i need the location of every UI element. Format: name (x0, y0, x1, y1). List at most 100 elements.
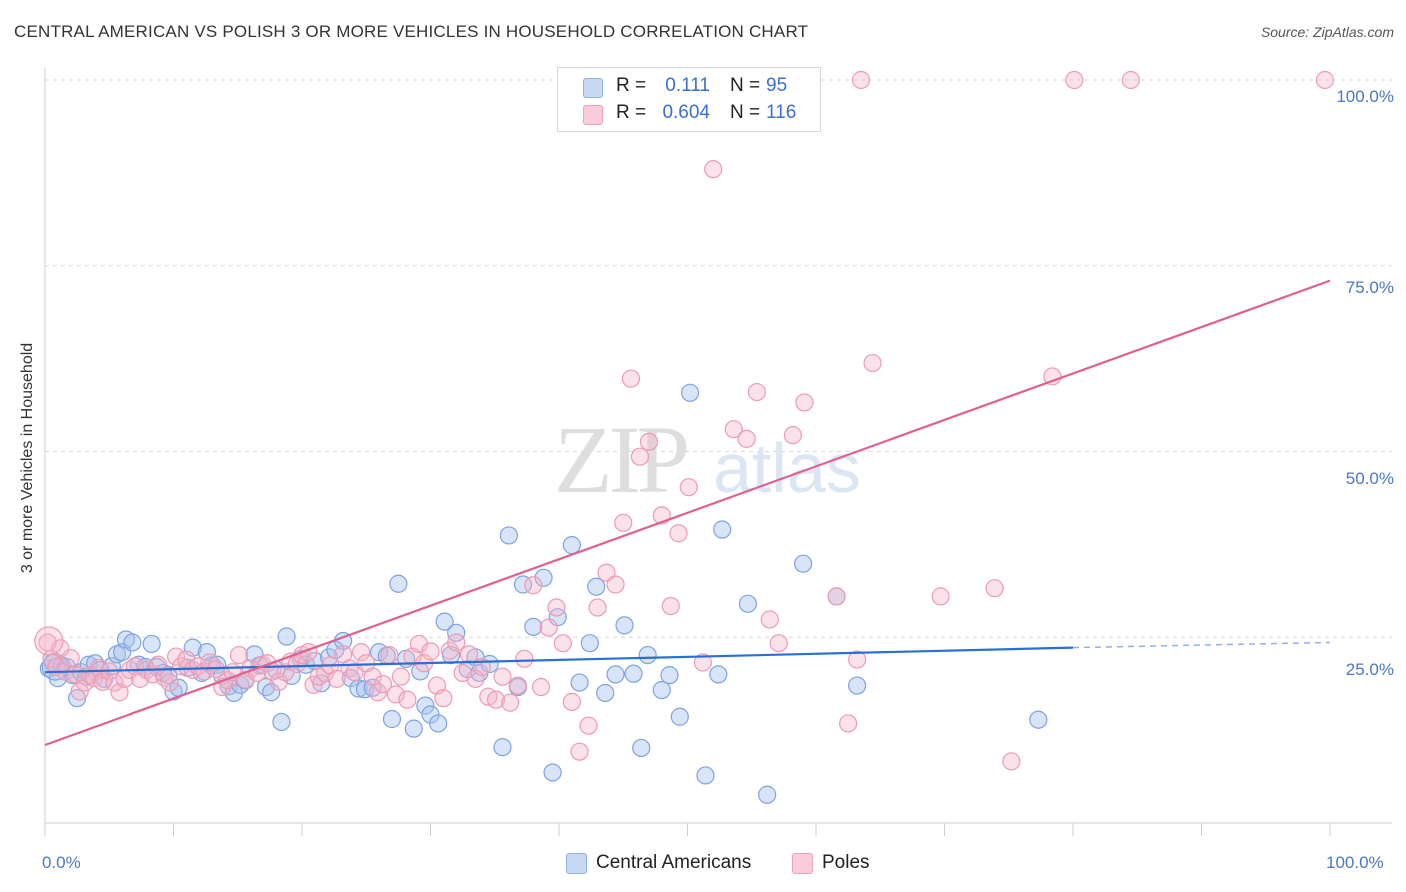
r-label: R = (616, 102, 647, 123)
poles-point (606, 575, 625, 594)
poles-point (166, 647, 186, 666)
watermark: ZIP atlas (554, 406, 861, 513)
source-credit: Source: ZipAtlas.com (1260, 24, 1394, 40)
poles-point (1315, 70, 1334, 90)
poles-point (737, 429, 756, 448)
poles-point (398, 690, 417, 709)
poles-swatch (583, 105, 603, 125)
poles-point (34, 626, 64, 656)
poles-point (769, 634, 788, 653)
poles-point (553, 634, 572, 653)
central-americans-point (587, 577, 606, 596)
central-americans-point (680, 383, 700, 402)
poles-point (760, 610, 779, 629)
poles-point (1002, 752, 1021, 771)
central-americans-point (562, 536, 581, 555)
central-americans-point (447, 623, 466, 642)
poles-point (447, 633, 466, 652)
poles-trend-line (44, 279, 1331, 747)
poles-point (110, 683, 129, 702)
poles-point (848, 650, 867, 669)
poles-point (747, 382, 766, 402)
central-americans-point (670, 707, 689, 726)
poles-point (639, 432, 659, 451)
poles-point (783, 426, 802, 445)
central-americans-point (638, 645, 657, 665)
poles-point (839, 714, 858, 733)
poles-point (621, 369, 641, 388)
legend-label: Poles (822, 852, 870, 873)
poles-point (501, 693, 520, 712)
chart-title: CENTRAL AMERICAN VS POLISH 3 OR MORE VEH… (14, 22, 809, 41)
central-americans-swatch (583, 78, 603, 98)
r-value: 0.604 (662, 102, 710, 123)
central-americans-point (848, 676, 867, 695)
poles-point (669, 524, 688, 543)
central-americans-point (534, 568, 553, 587)
central-americans-point (1029, 710, 1048, 729)
grid-lines (45, 79, 1392, 638)
y-tick-75: 75.0% (1345, 278, 1394, 297)
central-americans-point (596, 683, 615, 703)
central-americans-point (382, 709, 402, 729)
poles-swatch (792, 853, 813, 874)
poles-point (434, 689, 453, 708)
r-value: 0.111 (665, 75, 710, 96)
poles-point (486, 690, 506, 709)
central-americans-point (606, 665, 625, 684)
central-americans-point (615, 616, 634, 635)
series-central-americans-points (39, 383, 1048, 804)
central-americans-trend-extension (1072, 641, 1331, 649)
poles-point (630, 447, 650, 466)
legend-row-poles: R = 0.604 N = 116 (558, 102, 820, 128)
central-americans-point (493, 738, 512, 757)
central-americans-point (277, 627, 296, 646)
poles-point (236, 670, 255, 689)
central-americans-trend-line (44, 646, 1074, 674)
poles-point (931, 587, 950, 606)
poles-point (493, 667, 512, 686)
poles-point (524, 576, 543, 595)
poles-point (459, 645, 479, 664)
central-americans-point (580, 634, 599, 653)
n-label: N = (730, 102, 761, 123)
n-label: N = (730, 75, 761, 96)
poles-point (562, 692, 581, 711)
central-americans-point (660, 666, 679, 685)
central-americans-point (272, 712, 291, 732)
central-americans-point (435, 612, 454, 631)
poles-point (391, 667, 411, 686)
x-tick-0: 0.0% (42, 853, 81, 872)
poles-point (61, 648, 80, 668)
y-axis-label: 3 or more Vehicles in Household (19, 342, 36, 574)
poles-point (421, 642, 440, 661)
poles-point (724, 420, 743, 439)
poles-point (1065, 70, 1084, 90)
correlation-legend: R = 0.111 N = 95 R = 0.604 N = 116 (557, 67, 821, 132)
y-tick-50: 50.0% (1345, 469, 1394, 488)
central-americans-point (709, 665, 728, 684)
central-americans-point (123, 633, 142, 652)
poles-point (539, 618, 558, 637)
poles-point (1121, 70, 1140, 90)
poles-point (863, 353, 882, 373)
central-americans-point (142, 634, 161, 654)
poles-point (547, 598, 566, 617)
central-americans-point (794, 554, 813, 573)
poles-point (105, 673, 124, 692)
poles-point (588, 598, 607, 617)
central-americans-point (696, 766, 715, 785)
central-americans-point (524, 617, 543, 636)
poles-point (1043, 367, 1062, 386)
central-americans-point (570, 673, 589, 692)
poles-point (579, 716, 598, 735)
poles-point (373, 674, 393, 694)
central-americans-point (404, 719, 423, 738)
poles-point (851, 70, 871, 90)
poles-point (70, 682, 89, 701)
poles-point (704, 160, 723, 179)
poles-point (327, 669, 346, 688)
poles-point (386, 685, 405, 704)
poles-point (795, 393, 814, 412)
